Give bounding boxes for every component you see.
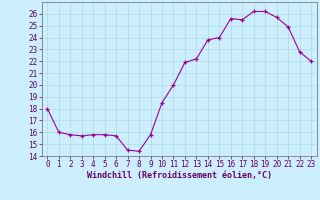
X-axis label: Windchill (Refroidissement éolien,°C): Windchill (Refroidissement éolien,°C) [87,171,272,180]
